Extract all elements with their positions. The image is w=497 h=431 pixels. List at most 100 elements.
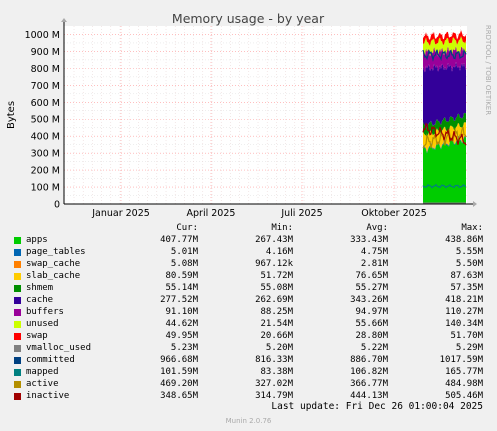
legend-name: shmem <box>26 283 54 293</box>
legend-min: 262.69M <box>255 295 293 305</box>
legend-max: 5.29M <box>455 343 483 353</box>
area-apps <box>423 135 466 204</box>
y-tick-label: 300 M <box>31 149 60 160</box>
legend-min: 88.25M <box>260 307 293 317</box>
legend-avg: 5.22M <box>360 343 388 353</box>
area-cache <box>423 61 466 129</box>
legend-avg: 444.13M <box>350 391 388 401</box>
legend-swatch <box>14 261 21 268</box>
legend-item: apps 407.77M 267.43M 333.43M 438.86M <box>0 234 497 246</box>
x-tick-labels: Januar 2025 April 2025 Juli 2025 Oktober 20… <box>91 208 427 219</box>
legend-avg: 55.66M <box>355 319 388 329</box>
x-tick-label: Januar 2025 <box>91 208 150 219</box>
legend-min: 83.38M <box>260 367 293 377</box>
legend-cur: 348.65M <box>160 391 198 401</box>
legend-cur: 5.01M <box>170 247 198 257</box>
legend-min: 55.08M <box>260 283 293 293</box>
legend-item: inactive 348.65M 314.79M 444.13M 505.46M <box>0 390 497 402</box>
legend-header: Cur: Min: Avg: Max: <box>0 222 497 234</box>
legend-max: 110.27M <box>445 307 483 317</box>
legend-min: 21.54M <box>260 319 293 329</box>
legend-min: 4.16M <box>265 247 293 257</box>
legend-max: 418.21M <box>445 295 483 305</box>
legend-min: 816.33M <box>255 355 293 365</box>
legend-cur: 5.23M <box>170 343 198 353</box>
y-axis-label: Bytes <box>6 101 17 129</box>
legend-swatch <box>14 357 21 364</box>
legend-cur: 469.20M <box>160 379 198 389</box>
legend-swatch <box>14 393 21 400</box>
legend-cur: 49.95M <box>165 331 198 341</box>
legend-max: 1017.59M <box>439 355 483 365</box>
legend-name: committed <box>26 355 75 365</box>
legend-item: buffers 91.10M 88.25M 94.97M 110.27M <box>0 306 497 318</box>
legend-swatch <box>14 345 21 352</box>
legend-avg: 343.26M <box>350 295 388 305</box>
area-unused <box>423 36 466 57</box>
legend-avg: 94.97M <box>355 307 388 317</box>
legend-header-max: Max: <box>461 223 483 233</box>
legend-max: 5.50M <box>455 259 483 269</box>
legend-name: unused <box>26 319 59 329</box>
legend-max: 484.98M <box>445 379 483 389</box>
y-tick-label: 500 M <box>31 115 60 126</box>
y-tick-label: 0 <box>54 200 60 211</box>
legend-min: 51.72M <box>260 271 293 281</box>
plot-area <box>64 26 467 204</box>
legend-item: cache 277.52M 262.69M 343.26M 418.21M <box>0 294 497 306</box>
legend-item: page_tables 5.01M 4.16M 4.75M 5.55M <box>0 246 497 258</box>
y-tick-label: 600 M <box>31 98 60 109</box>
legend-cur: 91.10M <box>165 307 198 317</box>
legend-name: active <box>26 379 59 389</box>
legend-name: inactive <box>26 391 70 401</box>
legend-min: 314.79M <box>255 391 293 401</box>
legend-min: 967.12k <box>255 259 293 269</box>
rrdtool-side-label: RRDTOOL / TOBI OETIKER <box>484 25 492 115</box>
area-swap_cache <box>423 134 466 153</box>
legend-cur: 44.62M <box>165 319 198 329</box>
x-axis-arrow <box>473 201 477 207</box>
chart-title: Memory usage - by year <box>172 11 325 26</box>
legend-max: 51.70M <box>450 331 483 341</box>
y-tick-label: 400 M <box>31 132 60 143</box>
y-tick-label: 800 M <box>31 64 60 75</box>
legend-max: 438.86M <box>445 235 483 245</box>
axes <box>61 18 477 207</box>
legend-avg: 55.27M <box>355 283 388 293</box>
legend-item: unused 44.62M 21.54M 55.66M 140.34M <box>0 318 497 330</box>
line-mapped <box>422 183 466 189</box>
area-buffers <box>423 45 466 73</box>
legend-name: cache <box>26 295 54 305</box>
y-tick-label: 900 M <box>31 47 60 58</box>
legend-name: mapped <box>26 367 59 377</box>
legend-header-avg: Avg: <box>366 223 388 233</box>
legend-cur: 966.68M <box>160 355 198 365</box>
legend-name: buffers <box>26 307 64 317</box>
legend-header-min: Min: <box>271 223 293 233</box>
x-tick-label: April 2025 <box>187 208 236 219</box>
legend-item: slab_cache 80.59M 51.72M 76.65M 87.63M <box>0 270 497 282</box>
legend-item: vmalloc_used 5.23M 5.20M 5.22M 5.29M <box>0 342 497 354</box>
series-lines <box>422 49 467 204</box>
legend-item: mapped 101.59M 83.38M 106.82M 165.77M <box>0 366 497 378</box>
legend-min: 327.02M <box>255 379 293 389</box>
legend-max: 165.77M <box>445 367 483 377</box>
y-tick-label: 100 M <box>31 183 60 194</box>
legend-name: swap_cache <box>26 259 81 269</box>
legend-max: 87.63M <box>450 271 483 281</box>
legend-cur: 277.52M <box>160 295 198 305</box>
x-tick-label: Oktober 2025 <box>361 208 427 219</box>
legend-min: 20.66M <box>260 331 293 341</box>
legend-name: swap <box>26 331 48 341</box>
legend-avg: 366.77M <box>350 379 388 389</box>
legend-swatch <box>14 237 21 244</box>
y-tick-labels: 0 100 M 200 M 300 M 400 M 500 M 600 M 700 M 800 … <box>25 30 60 211</box>
legend-swatch <box>14 249 21 256</box>
legend-swatch <box>14 273 21 280</box>
legend-name: page_tables <box>26 247 86 257</box>
legend-swatch <box>14 285 21 292</box>
line-inactive <box>422 122 467 146</box>
legend-name: apps <box>26 235 48 245</box>
legend-item: swap 49.95M 20.66M 28.80M 51.70M <box>0 330 497 342</box>
